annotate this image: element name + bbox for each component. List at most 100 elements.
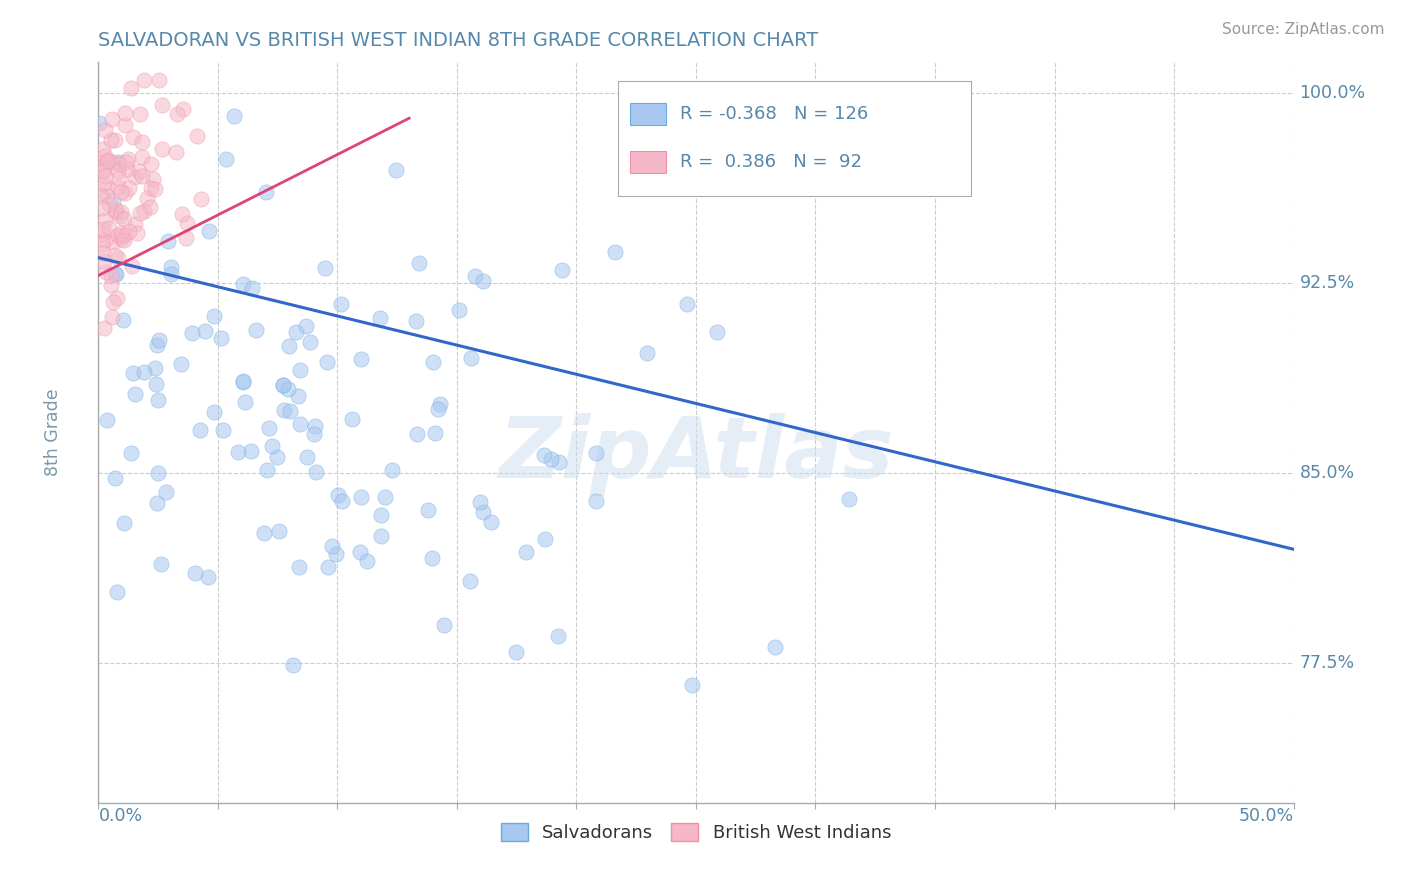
Point [188, 423, 211, 437]
Text: 92.5%: 92.5% [1299, 274, 1355, 292]
Point [148, 333, 170, 347]
Point [110, 227, 132, 241]
FancyBboxPatch shape [630, 152, 666, 173]
Point [165, 145, 187, 160]
Point [330, 494, 353, 508]
Point [108, 156, 131, 170]
Point [211, 423, 233, 437]
Point [197, 570, 219, 584]
Legend: Salvadorans, British West Indians: Salvadorans, British West Indians [494, 815, 898, 849]
Text: R =  0.386   N =  92: R = 0.386 N = 92 [681, 153, 862, 171]
Point [429, 397, 451, 411]
Point [636, 346, 658, 360]
Point [115, 154, 138, 169]
Point [112, 212, 135, 227]
FancyBboxPatch shape [619, 81, 972, 195]
Point [112, 233, 135, 247]
Point [548, 455, 571, 469]
Point [150, 142, 173, 156]
Point [254, 185, 277, 199]
Point [405, 313, 427, 327]
Point [433, 618, 456, 632]
Point [94, 169, 117, 183]
Point [260, 439, 283, 453]
Point [90, 236, 112, 251]
Point [194, 324, 217, 338]
Point [290, 363, 312, 377]
Point [458, 574, 481, 589]
Point [370, 529, 392, 543]
Point [91, 222, 114, 236]
Point [316, 560, 339, 574]
Point [534, 532, 557, 546]
Point [515, 544, 537, 558]
Point [271, 378, 294, 392]
Point [146, 392, 169, 407]
Point [242, 281, 264, 295]
Point [257, 421, 280, 435]
Point [447, 302, 470, 317]
Point [464, 268, 486, 283]
Point [256, 463, 278, 477]
Point [277, 339, 299, 353]
Point [460, 351, 482, 366]
Point [472, 505, 495, 519]
Point [505, 645, 527, 659]
Point [278, 404, 301, 418]
Point [349, 545, 371, 559]
Point [603, 245, 626, 260]
Point [763, 640, 786, 654]
Point [101, 112, 124, 126]
Point [585, 446, 607, 460]
Point [115, 161, 138, 176]
Point [121, 260, 143, 274]
Point [93, 321, 115, 335]
Point [160, 267, 183, 281]
Point [93, 233, 115, 247]
Point [681, 677, 703, 691]
Point [540, 452, 562, 467]
Point [107, 251, 129, 265]
Point [273, 403, 295, 417]
Point [321, 539, 343, 553]
Point [406, 427, 429, 442]
Point [122, 130, 145, 145]
Point [299, 335, 322, 350]
Point [131, 169, 153, 183]
Point [114, 227, 136, 242]
Point [283, 658, 305, 673]
Point [314, 260, 336, 275]
Point [139, 156, 162, 170]
Point [350, 351, 373, 366]
Point [232, 374, 254, 388]
Point [127, 227, 149, 241]
Text: 0.0%: 0.0% [98, 806, 142, 824]
Point [100, 277, 122, 292]
Point [114, 186, 136, 200]
Point [143, 360, 166, 375]
Text: 85.0%: 85.0% [1299, 464, 1354, 483]
Point [676, 297, 699, 311]
Point [91, 227, 114, 241]
Point [104, 204, 127, 219]
Point [139, 200, 162, 214]
Point [374, 490, 396, 504]
Point [117, 180, 139, 194]
Text: 50.0%: 50.0% [1239, 806, 1294, 824]
Point [233, 394, 256, 409]
Text: 8th Grade: 8th Grade [44, 389, 62, 476]
Point [253, 525, 276, 540]
Point [285, 325, 308, 339]
Point [114, 118, 136, 132]
Point [209, 331, 232, 345]
Point [266, 450, 288, 465]
Point [226, 445, 249, 459]
Point [100, 268, 122, 282]
Point [271, 377, 294, 392]
Point [150, 558, 173, 572]
Point [551, 263, 574, 277]
Point [94, 213, 117, 227]
Point [110, 204, 132, 219]
Point [91, 177, 114, 191]
Point [105, 291, 128, 305]
